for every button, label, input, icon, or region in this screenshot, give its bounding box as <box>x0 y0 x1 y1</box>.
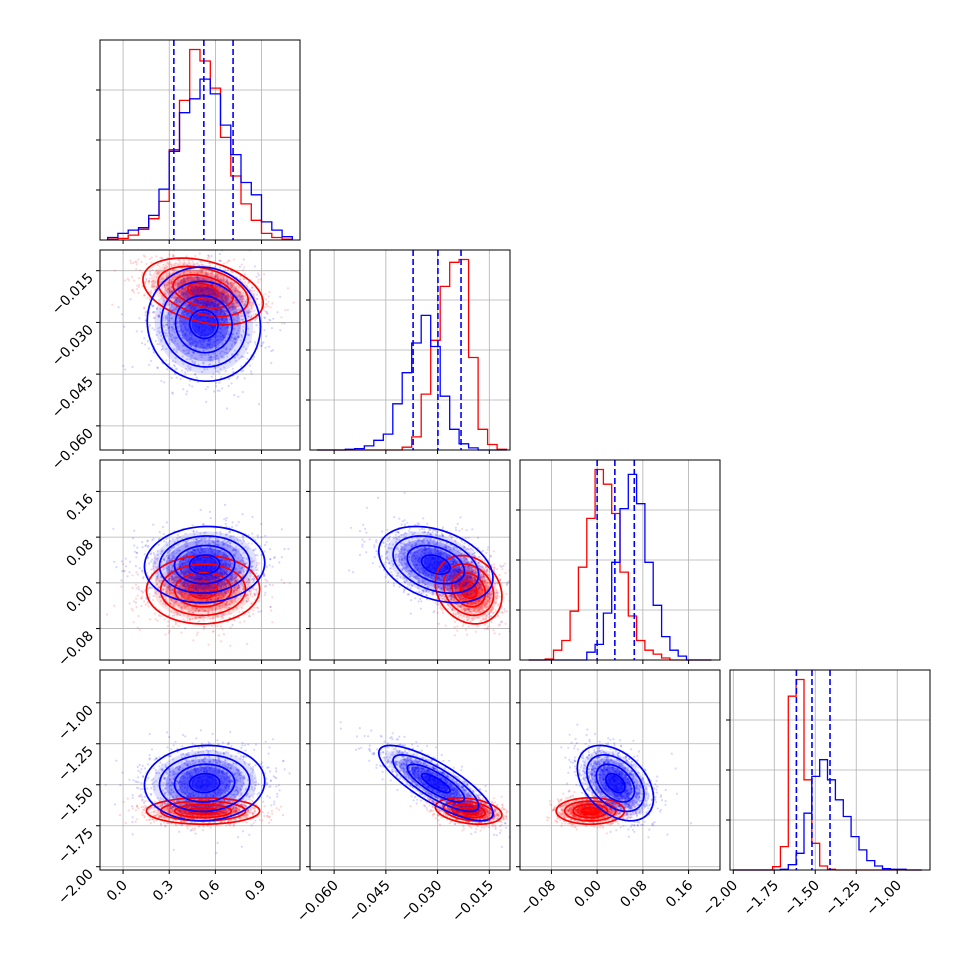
contour-series_b-2-0-2 <box>159 563 247 617</box>
contour-series_b-3-2-2 <box>563 800 617 822</box>
contour-series_a-2-0-1 <box>173 544 236 585</box>
contour-series_a-3-2-1 <box>595 763 636 803</box>
y-tick-label: −0.08 <box>55 628 97 670</box>
x-tick-label: 0.08 <box>617 878 650 911</box>
contour-series_a-1-0-1 <box>174 294 234 354</box>
contour-series_a-2-0-0 <box>188 554 221 575</box>
contour-series_b-1-0-0 <box>187 282 219 301</box>
contour-series_b-2-0-1 <box>173 571 233 608</box>
contour-series_a-3-1-2 <box>392 753 480 813</box>
hist-series_a-3 <box>733 759 922 871</box>
y-tick-label: −1.00 <box>55 702 97 744</box>
y-tick-label: −2.00 <box>55 866 97 908</box>
x-tick-label: −0.015 <box>449 878 497 926</box>
contour-series_a-2-0-2 <box>158 535 251 594</box>
x-tick-label: −0.030 <box>397 878 445 926</box>
contour-series_a-1-0-0 <box>188 309 219 340</box>
contour-series_b-1-0-3 <box>142 257 265 326</box>
contour-series_a-2-1-1 <box>406 544 466 585</box>
panel-frame-1-0 <box>99 249 301 451</box>
x-tick-label: 0.6 <box>196 877 223 904</box>
histogram-panel-1 <box>306 249 511 454</box>
x-tick-label: −2.00 <box>699 878 741 920</box>
contour-series_b-3-0-0 <box>188 806 219 816</box>
histogram-panel-0 <box>96 39 301 244</box>
y-tick-label: −1.50 <box>55 784 97 826</box>
contour-series_b-3-1-3 <box>434 796 503 826</box>
contour-series_a-1-0-2 <box>160 280 248 368</box>
contour-series_b-3-2-1 <box>572 803 609 819</box>
y-tick-label: −1.75 <box>55 825 97 867</box>
contour-series_a-2-1-0 <box>420 554 451 575</box>
panel-frame-3-2 <box>519 669 721 871</box>
x-tick-label: −1.25 <box>822 878 864 920</box>
x-tick-label: 0.3 <box>150 878 177 905</box>
contour-series_b-3-1-0 <box>459 806 478 816</box>
panel-frame-2-1 <box>309 459 511 661</box>
contour-series_a-3-2-0 <box>605 772 626 794</box>
contour-series_b-3-2-3 <box>555 796 626 826</box>
x-tick-label: 0.00 <box>572 878 605 911</box>
panel-frame-3-1 <box>309 669 511 871</box>
contour-series_b-2-1-0 <box>459 580 478 600</box>
x-tick-label: 0.0 <box>104 878 131 905</box>
y-tick-label: −0.015 <box>49 270 97 318</box>
contour-series_a-3-2-3 <box>576 744 655 822</box>
x-tick-label: 0.9 <box>242 878 269 905</box>
x-tick-label: 0.16 <box>663 877 696 910</box>
contour-series_b-3-0-1 <box>173 803 233 819</box>
contour-series_a-3-1-0 <box>420 772 451 794</box>
y-tick-label: 0.16 <box>63 491 96 524</box>
contour-series_a-3-1-1 <box>406 763 466 803</box>
scatter-panel-2-0 <box>96 459 301 664</box>
contour-series_b-3-1-1 <box>451 803 487 819</box>
panel-frame-3-0 <box>99 669 301 871</box>
y-tick-label: −0.030 <box>49 322 97 370</box>
x-tick-label: −1.75 <box>740 878 782 920</box>
contour-series_b-1-0-1 <box>172 273 235 309</box>
x-tick-label: −1.00 <box>863 878 905 920</box>
hist-series_b-0 <box>107 48 293 240</box>
scatter-panel-3-0 <box>96 669 301 874</box>
scatter-panel-1-0 <box>96 249 301 454</box>
contour-series_a-3-0-3 <box>143 744 266 822</box>
contour-series_b-2-1-3 <box>434 554 503 625</box>
contour-series_a-2-1-3 <box>377 525 494 604</box>
y-tick-label: −1.25 <box>55 743 97 785</box>
histogram-panel-2 <box>516 459 721 664</box>
contour-series_a-2-0-3 <box>143 525 266 604</box>
x-tick-label: −1.50 <box>781 878 823 920</box>
contour-series_b-2-0-0 <box>188 580 219 600</box>
panel-frame-2-0 <box>99 459 301 661</box>
y-tick-label: 0.00 <box>63 582 96 615</box>
hist-series_a-1 <box>316 314 507 451</box>
scatter-panel-2-1 <box>306 459 511 664</box>
x-tick-label: −0.045 <box>346 878 394 926</box>
contour-series_a-3-1-3 <box>377 744 494 822</box>
contour-series_b-1-0-2 <box>157 265 250 318</box>
x-tick-label: −0.060 <box>294 878 342 926</box>
contour-series_b-3-0-3 <box>145 796 261 826</box>
contour-series_a-3-2-2 <box>585 753 645 813</box>
histogram-panel-3 <box>726 669 931 874</box>
contour-series_a-3-0-1 <box>173 763 236 803</box>
contour-series_a-1-0-3 <box>146 266 262 383</box>
y-tick-label: 0.08 <box>63 537 96 570</box>
contour-series_b-3-2-0 <box>580 806 600 816</box>
y-tick-label: −0.045 <box>49 374 97 422</box>
hist-series_a-0 <box>107 78 293 240</box>
contour-series_a-2-1-2 <box>392 535 480 595</box>
x-tick-label: −0.08 <box>518 878 560 920</box>
scatter-panel-3-2 <box>516 669 721 874</box>
y-tick-label: −0.060 <box>49 425 97 473</box>
contour-series_a-3-0-0 <box>188 772 221 794</box>
scatter-panel-3-1 <box>306 669 511 874</box>
contour-series_b-2-0-3 <box>145 554 261 625</box>
hist-series_b-2 <box>528 468 712 661</box>
contour-series_b-2-1-1 <box>451 571 487 608</box>
contour-series_a-3-0-2 <box>158 753 251 813</box>
